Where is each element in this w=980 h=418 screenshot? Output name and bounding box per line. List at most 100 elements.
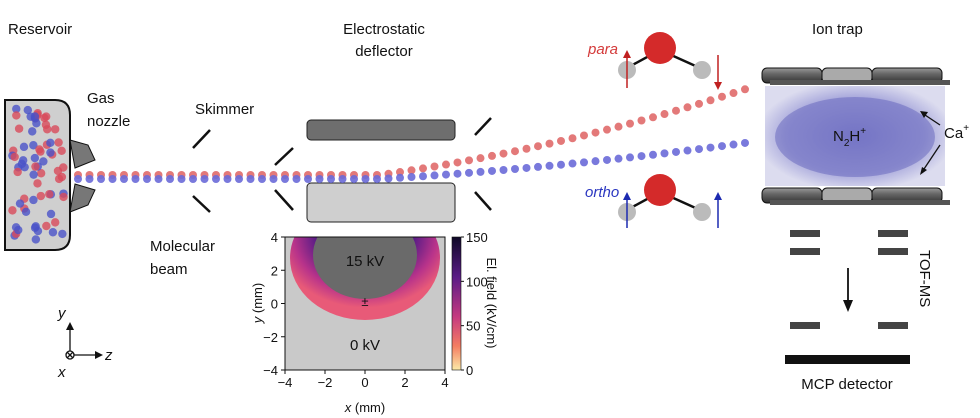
para-beam-dot	[638, 116, 646, 124]
para-beam-dot	[695, 100, 703, 108]
ortho-beam-dot	[626, 153, 634, 161]
label-reservoir: Reservoir	[8, 21, 72, 38]
ortho-beam-dot	[86, 175, 94, 183]
para-beam-dot	[615, 123, 623, 131]
molecule	[19, 156, 27, 164]
figure: −4−2024420−2−4150100500 Reservoir Gas no…	[0, 0, 980, 418]
ortho-beam-dot	[488, 167, 496, 175]
para-beam-dot	[592, 129, 600, 137]
ortho-beam-dot	[212, 175, 220, 183]
ortho-beam-dot	[615, 155, 623, 163]
para-beam-dot	[546, 140, 554, 148]
molecule	[49, 228, 57, 236]
label-ortho: ortho	[585, 184, 619, 201]
ortho-beam-dot	[477, 168, 485, 176]
x-tick-label: 2	[401, 375, 408, 390]
para-beam-dot	[500, 150, 508, 158]
charge: +	[860, 126, 866, 137]
ortho-beam-dot	[258, 175, 266, 183]
molecule	[59, 193, 67, 201]
ortho-beam-dot	[557, 161, 565, 169]
molecule	[31, 112, 39, 120]
y-axis-label: y (mm)	[250, 283, 265, 324]
ortho-beam-dot	[695, 145, 703, 153]
para-beam-dot	[477, 154, 485, 162]
ortho-beam-dot	[534, 163, 542, 171]
axis-y: y	[57, 305, 67, 322]
ortho-beam-dot	[143, 175, 151, 183]
x-axis-label: x (mm)	[344, 400, 385, 415]
para-beam-dot	[419, 164, 427, 172]
ortho-beam-dot	[672, 148, 680, 156]
label-nozzle: nozzle	[87, 113, 130, 130]
ortho-beam-dot	[178, 175, 186, 183]
ortho-beam-dot	[362, 175, 370, 183]
molecule	[20, 143, 28, 151]
x-tick-label: 4	[441, 375, 448, 390]
axis-z: z	[104, 347, 113, 364]
x-tick-label: 0	[361, 375, 368, 390]
ortho-beam-dot	[419, 172, 427, 180]
h: H	[849, 128, 860, 145]
molecule	[12, 111, 20, 119]
label-molecular: Molecular	[150, 238, 215, 255]
label-gas: Gas	[87, 90, 115, 107]
para-beam-dot	[626, 120, 634, 128]
deflector-top	[307, 120, 455, 140]
ortho-beam-dot	[339, 175, 347, 183]
ortho-molecule	[618, 174, 722, 228]
ortho-beam-dot	[431, 171, 439, 179]
ortho-beam-dot	[155, 175, 163, 183]
molecule	[24, 106, 32, 114]
molecule	[46, 148, 54, 156]
para-beam-dot	[534, 142, 542, 150]
ortho-beam-dot	[74, 175, 82, 183]
rod-back	[770, 80, 950, 85]
molecule	[46, 139, 54, 147]
ortho-beam-dot	[718, 142, 726, 150]
molecule	[28, 127, 36, 135]
molecule	[13, 168, 21, 176]
y-unit: (mm)	[250, 283, 265, 317]
molecule	[29, 170, 37, 178]
x-tick-label: −2	[318, 375, 333, 390]
molecule	[29, 196, 37, 204]
para-beam-dot	[442, 161, 450, 169]
molecule	[8, 206, 16, 214]
para-beam-dot	[431, 163, 439, 171]
para-beam-dot	[603, 126, 611, 134]
n: N	[833, 128, 844, 145]
para-molecule	[618, 32, 722, 90]
ortho-beam-dot	[569, 160, 577, 168]
electrode-bottom-voltage: 0 kV	[350, 337, 380, 354]
ortho-beam-dot	[316, 175, 324, 183]
molecule	[54, 138, 62, 146]
molecule	[31, 154, 39, 162]
para-beam-dot	[661, 110, 669, 118]
molecule	[15, 125, 23, 133]
para-beam-dot	[707, 96, 715, 104]
molecule	[51, 125, 59, 133]
colorbar-tick-label: 0	[466, 363, 473, 378]
ortho-beam-dot	[189, 175, 197, 183]
colorbar-tick-label: 150	[466, 230, 488, 245]
molecule	[22, 208, 30, 216]
tof-electrodes	[790, 230, 908, 329]
ca-charge: +	[963, 123, 969, 134]
molecule	[57, 147, 65, 155]
molecule	[51, 218, 59, 226]
ortho-beam-dot	[396, 174, 404, 182]
label-skimmer: Skimmer	[195, 101, 254, 118]
ortho-beam-dot	[500, 166, 508, 174]
colorbar	[452, 237, 461, 370]
x-unit: (mm)	[351, 400, 385, 415]
colorbar-label: El. field (kV/cm)	[484, 257, 499, 348]
label-beam: beam	[150, 261, 188, 278]
ortho-beam-dot	[293, 175, 301, 183]
ortho-beam-dot	[132, 175, 140, 183]
ortho-beam-dot	[235, 175, 243, 183]
ortho-beam-dot	[281, 175, 289, 183]
para-beam-dot	[488, 152, 496, 160]
para-beam-dot	[580, 131, 588, 139]
molecule	[14, 226, 22, 234]
